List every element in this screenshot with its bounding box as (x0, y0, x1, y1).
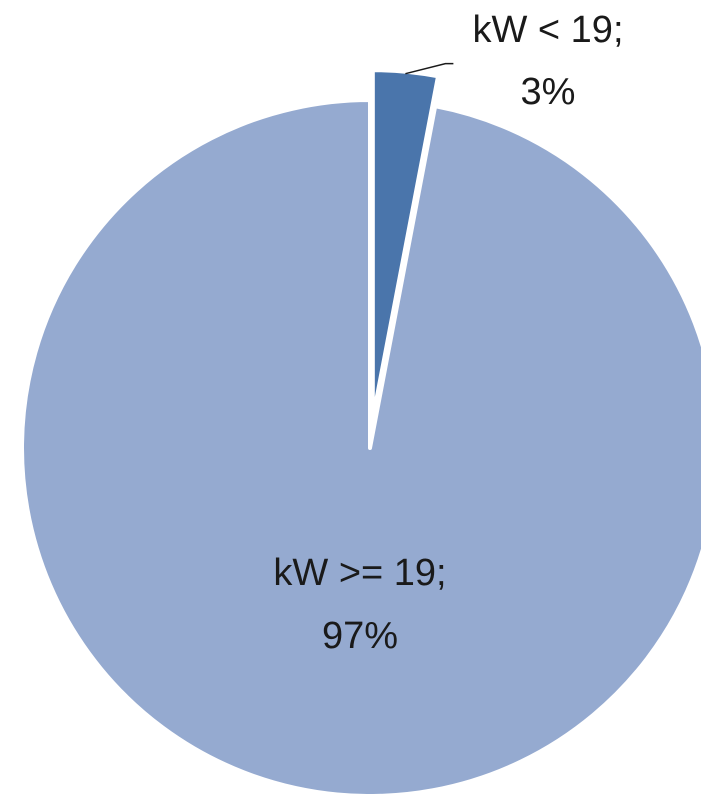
slice-label-kw-gte-19: kW >= 19; (273, 552, 446, 594)
slice-value-kw-gte-19: 97% (322, 615, 398, 657)
slice-kw-gte-19[interactable] (20, 98, 701, 794)
slice-value-kw-lt-19: 3% (521, 71, 576, 113)
slice-kw-lt-19[interactable] (370, 68, 441, 421)
slice-label-kw-lt-19: kW < 19; (473, 9, 624, 51)
leader-line-kw-lt-19 (405, 62, 454, 75)
